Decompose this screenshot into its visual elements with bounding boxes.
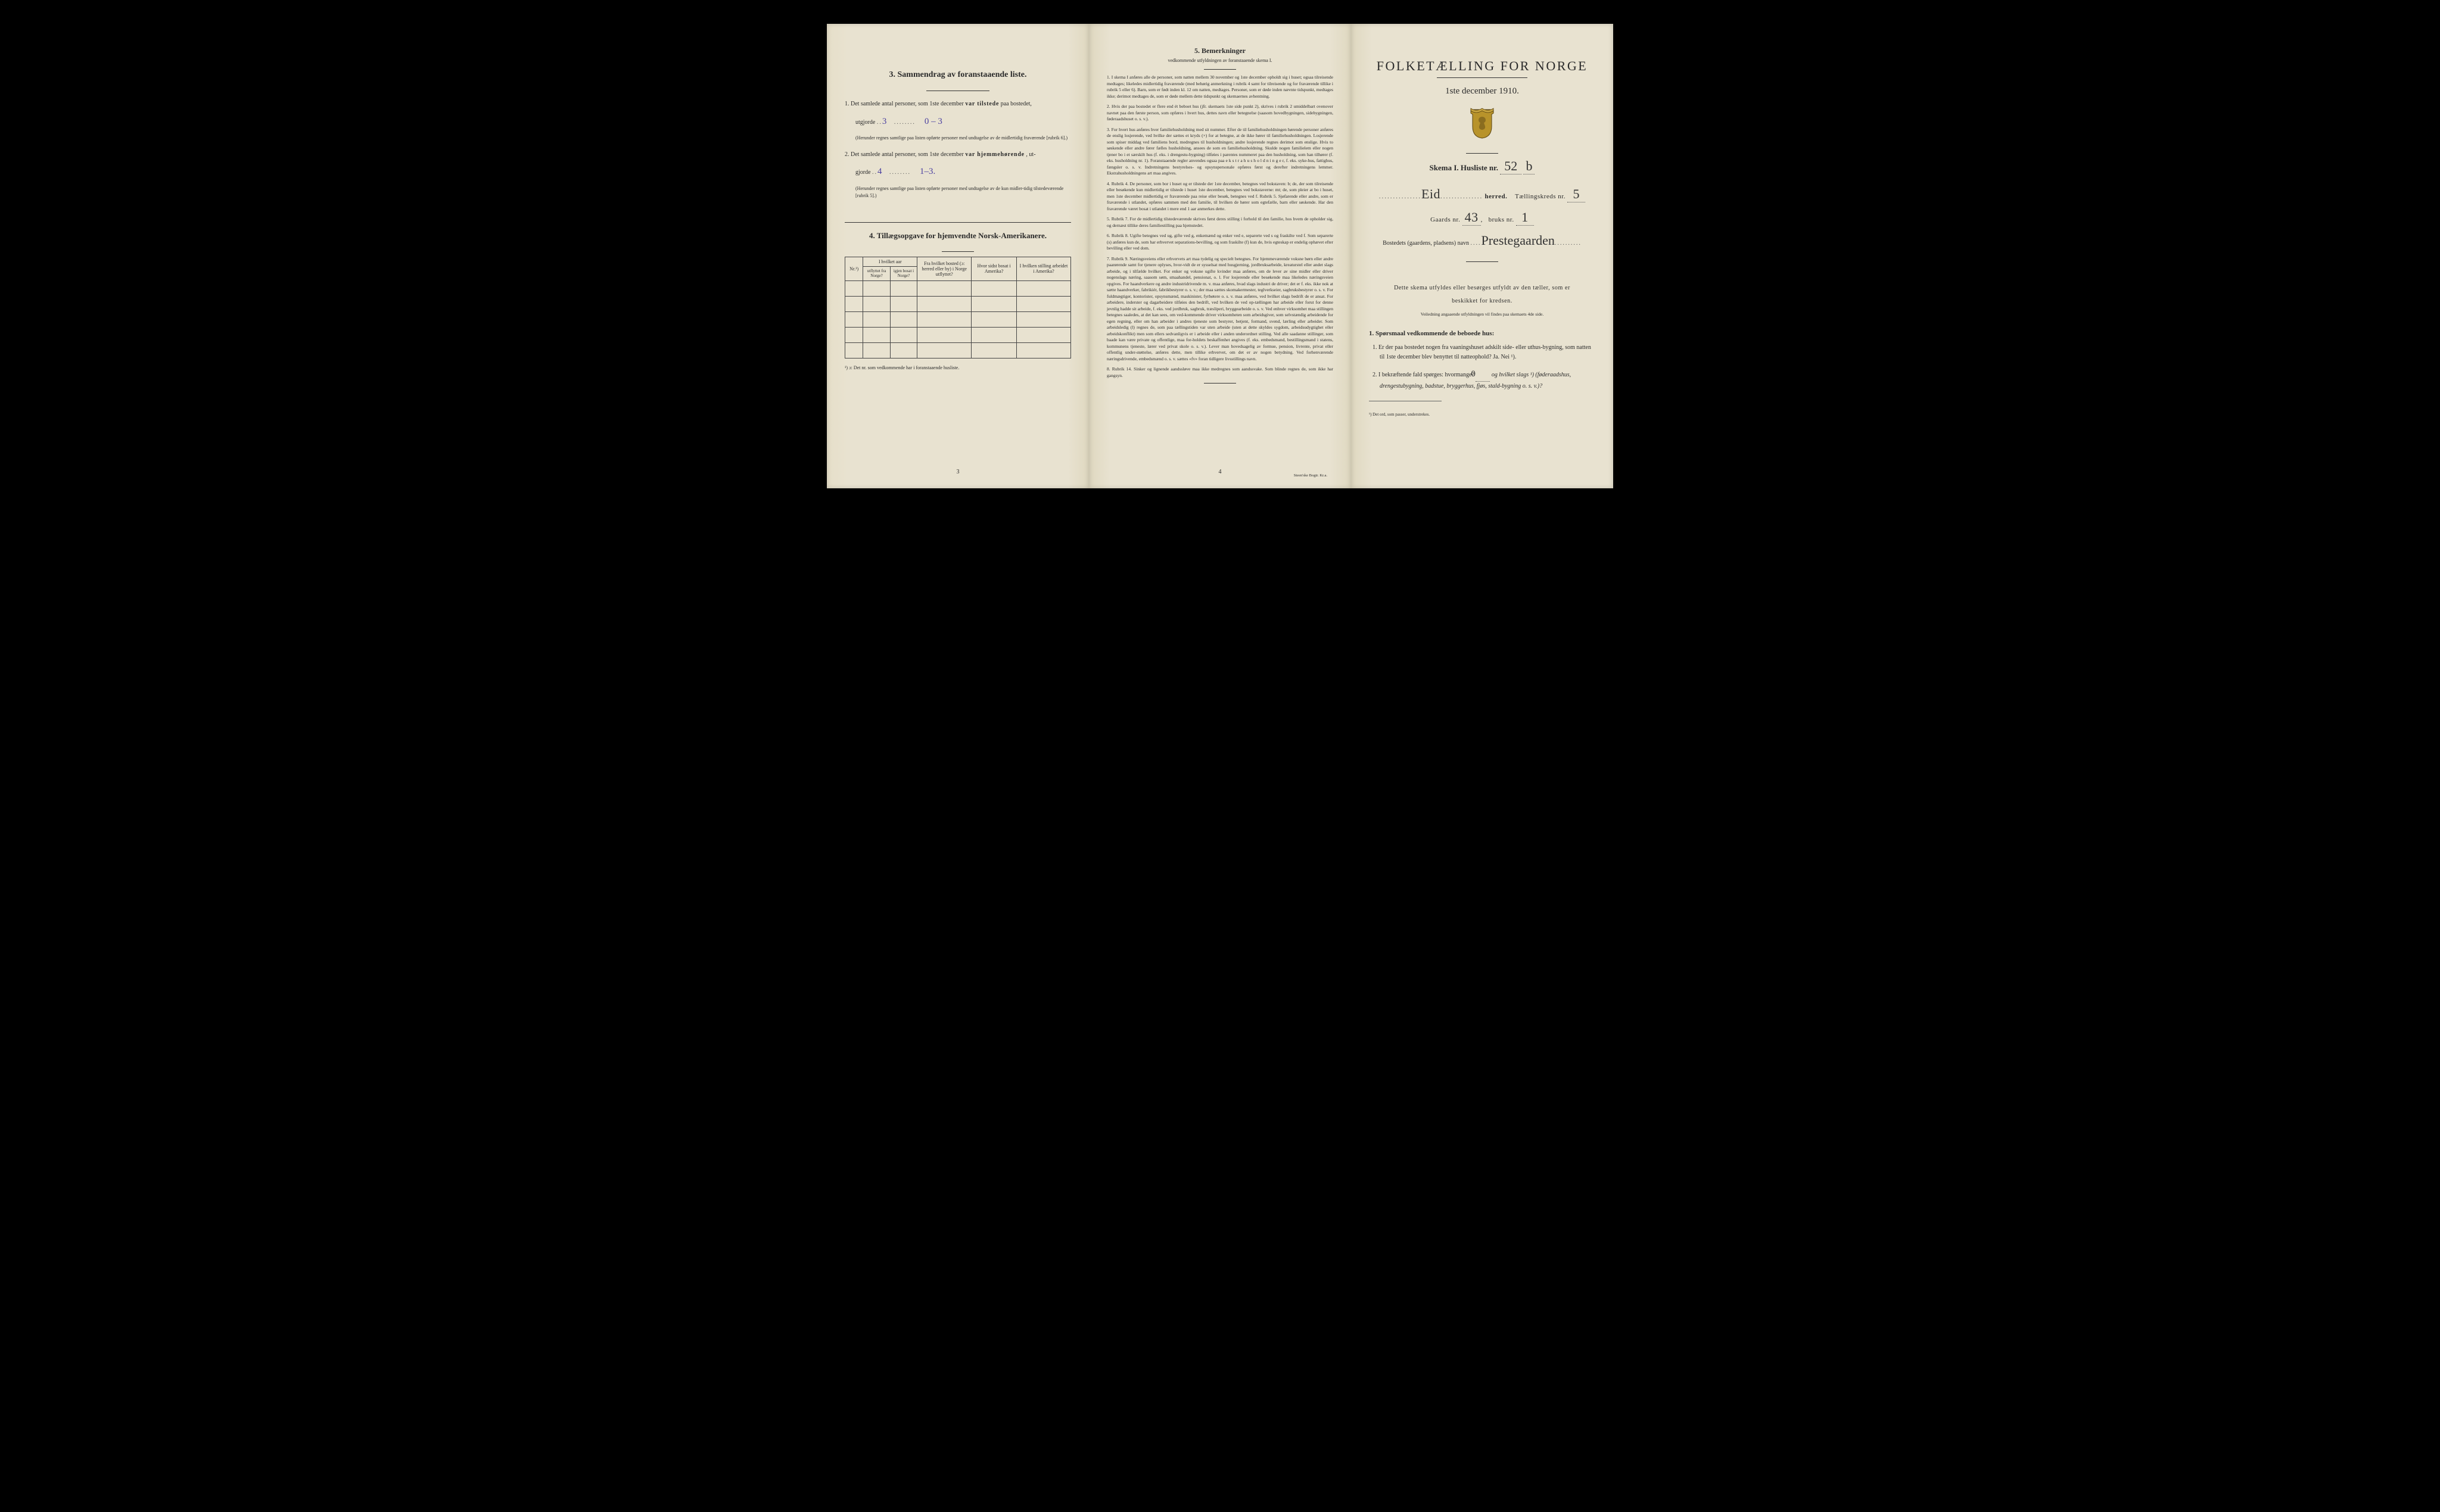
remark-item: 1. I skema I anføres alle de personer, s… (1107, 74, 1333, 99)
kreds-label: Tællingskreds nr. (1515, 193, 1566, 200)
table-body (845, 281, 1071, 358)
th-nr: Nr.¹) (845, 257, 863, 281)
bosted-line: Bostedets (gaardens, pladsens) navn ....… (1369, 233, 1595, 248)
section5-heading: 5. Bemerkninger (1107, 46, 1333, 55)
q2-part-a: 2. I bekræftende fald spørges: hvormange… (1372, 372, 1476, 378)
remark-item: 6. Rubrik 8. Ugifte betegnes ved ug, gif… (1107, 233, 1333, 252)
divider (1466, 261, 1498, 262)
page-left: 3. Sammendrag av foranstaaende liste. 1.… (827, 24, 1089, 488)
gaard-label: Gaards nr. (1430, 216, 1460, 223)
utgjorde-label: utgjorde (855, 119, 875, 126)
divider (1466, 153, 1498, 154)
summary-q2: 2. Det samlede antal personer, som 1ste … (845, 150, 1071, 160)
herred-value: Eid (1421, 186, 1440, 201)
th-year-group: I hvilket aar (863, 257, 917, 266)
q1-bold: var tilstede (965, 101, 999, 107)
bosted-value: Prestegaarden (1482, 233, 1555, 248)
gaard-nr: 43 (1462, 210, 1481, 226)
main-title: FOLKETÆLLING FOR NORGE (1369, 58, 1595, 74)
th-occupation: I hvilken stilling arbeidet i Amerika? (1017, 257, 1071, 281)
dots: ........ (894, 119, 916, 126)
divider (1204, 69, 1235, 70)
tillaeg-table: Nr.¹) I hvilket aar Fra hvilket bosted (… (845, 257, 1071, 359)
question-1: 1. Er der paa bostedet nogen fra vaaning… (1380, 343, 1595, 362)
q2-range: 1–3. (920, 165, 935, 179)
husliste-suffix: b (1523, 158, 1535, 174)
section5-subtitle: vedkommende utfyldningen av foranstaaend… (1107, 58, 1333, 63)
q1-value: 3 (882, 115, 894, 129)
page-number: 3 (827, 469, 1089, 475)
dots: ............... (1379, 193, 1421, 200)
skema-label: Skema I. Husliste nr. (1430, 163, 1498, 172)
instruction-1: Dette skema utfyldes eller besørges utfy… (1369, 283, 1595, 293)
skema-line: Skema I. Husliste nr. 52 b (1369, 158, 1595, 174)
guidance-note: Veiledning angaaende utfyldningen vil fi… (1369, 311, 1595, 317)
q1-fineprint: (Herunder regnes samtlige paa listen opf… (855, 135, 1071, 142)
page-middle: 5. Bemerkninger vedkommende utfyldningen… (1089, 24, 1351, 488)
table-row (845, 343, 1071, 358)
questions-heading: 1. Spørsmaal vedkommende de beboede hus: (1369, 330, 1595, 337)
q2-bold: var hjemmehørende (965, 151, 1025, 158)
husliste-nr: 52 (1500, 158, 1521, 174)
divider (942, 251, 973, 252)
th-emigrated: utflyttet fra Norge? (863, 266, 890, 281)
printer-mark: Steen'ske Bogtr. Kr.a. (1294, 473, 1327, 478)
table-row (845, 328, 1071, 343)
bruks-label: bruks nr. (1489, 216, 1514, 223)
table-row (845, 312, 1071, 328)
th-from: Fra hvilket bosted (ɔ: herred eller by) … (917, 257, 972, 281)
dots: .. (872, 169, 877, 176)
bruks-nr: 1 (1516, 210, 1534, 226)
q2-prefix: 2. Det samlede antal personer, som 1ste … (845, 151, 965, 158)
th-where: Hvor sidst bosat i Amerika? (972, 257, 1017, 281)
remark-item: 3. For hvert hus anføres hver familiehus… (1107, 127, 1333, 177)
table-row (845, 297, 1071, 312)
herred-label: herred. (1485, 193, 1508, 200)
q2-value-line: gjorde ..4........ 1–3. (855, 165, 1071, 179)
q1-range: 0 – 3 (925, 115, 942, 129)
table-row (845, 281, 1071, 297)
dots: .. (877, 119, 882, 126)
remark-item: 7. Rubrik 9. Næringsveiens eller erhverv… (1107, 256, 1333, 363)
remark-item: 8. Rubrik 14. Sinker og lignende aandssl… (1107, 366, 1333, 379)
q1-prefix: 1. Det samlede antal personer, som 1ste … (845, 101, 965, 107)
divider (1437, 77, 1527, 78)
coat-of-arms-icon (1369, 106, 1595, 142)
footnote: ¹) Det ord, som passer, understrekes. (1369, 412, 1595, 417)
summary-q1: 1. Det samlede antal personer, som 1ste … (845, 99, 1071, 109)
section4-heading: 4. Tillægsopgave for hjemvendte Norsk-Am… (845, 231, 1071, 241)
q2-suffix: , ut- (1026, 151, 1035, 158)
remark-item: 5. Rubrik 7. For de midlertidig tilstede… (1107, 216, 1333, 229)
question-2: 2. I bekræftende fald spørges: hvormange… (1380, 367, 1595, 391)
q1-value-line: utgjorde ..3........ 0 – 3 (855, 115, 1071, 129)
herred-line: ...............Eid............... herred… (1369, 186, 1595, 202)
divider (1204, 383, 1235, 384)
q2-value: 4 (877, 165, 889, 179)
remark-item: 4. Rubrik 4. De personer, som bor i huse… (1107, 181, 1333, 213)
divider (845, 222, 1071, 223)
page-right: FOLKETÆLLING FOR NORGE 1ste december 191… (1351, 24, 1613, 488)
census-date: 1ste december 1910. (1369, 86, 1595, 96)
bosted-label: Bostedets (gaardens, pladsens) navn (1383, 240, 1469, 247)
section3-heading: 3. Sammendrag av foranstaaende liste. (845, 70, 1071, 80)
table-footnote: ¹) ɔ: Det nr. som vedkommende har i fora… (845, 364, 1071, 372)
q2-fineprint: (Herunder regnes samtlige paa listen opf… (855, 185, 1071, 199)
instruction-2: beskikket for kredsen. (1369, 297, 1595, 306)
q1-suffix: paa bostedet, (1001, 101, 1032, 107)
gaard-line: Gaards nr. 43, bruks nr. 1 (1369, 210, 1595, 226)
kreds-nr: 5 (1567, 186, 1585, 202)
q2-value: 0 (1476, 367, 1490, 382)
remark-item: 2. Hvis der paa bostedet er flere end ét… (1107, 104, 1333, 123)
gjorde-label: gjorde (855, 169, 871, 176)
dots: ............... (1440, 193, 1483, 200)
th-returned: igjen bosat i Norge? (890, 266, 917, 281)
remarks-list: 1. I skema I anføres alle de personer, s… (1107, 74, 1333, 379)
dots: ........ (889, 169, 911, 176)
